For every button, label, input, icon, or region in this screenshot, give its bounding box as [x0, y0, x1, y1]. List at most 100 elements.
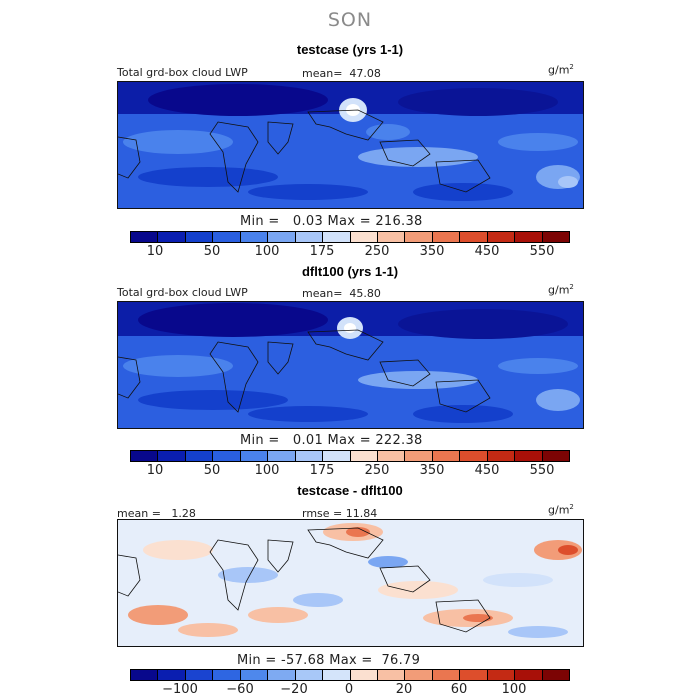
- panel-2-tick-label: 550: [529, 463, 555, 478]
- panel-2-tick-label: 350: [419, 463, 445, 478]
- panel-1-colorbar-swatch: [213, 232, 241, 242]
- panel-1-mean-label: mean=: [302, 67, 343, 80]
- panel-3-min-value: -57.68: [281, 653, 325, 668]
- panel-2-tick-label: 175: [309, 463, 335, 478]
- panel-2-colorbar-swatch: [158, 451, 186, 461]
- panel-2-tick-label: 450: [474, 463, 500, 478]
- panel-2-colorbar-swatch: [377, 451, 406, 461]
- panel-3-rmse: rmse = 11.84: [302, 507, 377, 520]
- panel-3-tick-label: −100: [162, 682, 198, 697]
- panel-3-colorbar-ticks: −100 −60 −20 0 20 60 100: [130, 682, 570, 698]
- panel-2-tick-label: 50: [203, 463, 221, 478]
- panel-2-mean-label: mean=: [302, 287, 343, 300]
- panel-3-rmse-value: 11.84: [345, 507, 378, 520]
- panel-1-colorbar-swatch: [323, 232, 351, 242]
- panel-1-title: testcase (yrs 1-1): [296, 42, 404, 57]
- panel-1-colorbar-swatch: [542, 232, 569, 242]
- panel-3-tick-label: 0: [344, 682, 354, 697]
- season-title: SON: [327, 9, 373, 31]
- panel-3-colorbar-swatch: [213, 670, 241, 680]
- panel-2-colorbar-swatch: [350, 451, 378, 461]
- panel-1-units-base: g/m: [548, 63, 570, 77]
- panel-3-colorbar-swatch: [295, 670, 324, 680]
- panel-3-tick-label: −20: [280, 682, 308, 697]
- panel-2-colorbar-swatch: [515, 451, 543, 461]
- panel-1-colorbar-swatch: [377, 232, 406, 242]
- panel-1-min-value: 0.03: [292, 214, 324, 229]
- panel-3-tick-label: 20: [395, 682, 413, 697]
- panel-2-colorbar-swatch: [268, 451, 296, 461]
- panel-3-rmse-label: rmse =: [302, 507, 343, 520]
- panel-1-tick-label: 50: [203, 244, 221, 259]
- panel-2-variable-label: Total grd-box cloud LWP: [117, 286, 248, 299]
- panel-3-colorbar-swatch: [515, 670, 543, 680]
- panel-3-units: g/m2: [548, 503, 574, 517]
- panel-1-colorbar-swatch: [405, 232, 433, 242]
- panel-3-colorbar-swatch: [268, 670, 296, 680]
- panel-2-units-base: g/m: [548, 283, 570, 297]
- panel-2-colorbar-ticks: 10 50 100 175 250 350 450 550: [130, 463, 570, 479]
- panel-3-tick-label: −60: [226, 682, 254, 697]
- panel-2-colorbar-swatch: [432, 451, 461, 461]
- panel-1-map: [117, 81, 584, 209]
- panel-2-mean: mean= 45.80: [302, 287, 381, 300]
- panel-2-colorbar-swatch: [405, 451, 433, 461]
- panel-3-max-label: Max =: [329, 653, 373, 668]
- panel-3-colorbar-swatch: [460, 670, 488, 680]
- panel-3-mean-value: 1.28: [171, 507, 196, 520]
- panel-1-colorbar: [130, 231, 570, 243]
- panel-1-tick-label: 10: [146, 244, 164, 259]
- panel-2-title: dflt100 (yrs 1-1): [301, 264, 399, 279]
- panel-3-colorbar-swatch: [240, 670, 269, 680]
- panel-1-colorbar-swatch: [432, 232, 461, 242]
- panel-3-colorbar-swatch: [542, 670, 569, 680]
- panel-1-colorbar-swatch: [240, 232, 269, 242]
- panel-2-tick-label: 100: [254, 463, 280, 478]
- panel-3-colorbar: [130, 669, 570, 681]
- panel-1-mean-value: 47.08: [349, 67, 381, 80]
- panel-2-tick-label: 250: [364, 463, 390, 478]
- panel-2-colorbar-swatch: [213, 451, 241, 461]
- panel-2-colorbar-swatch: [185, 451, 214, 461]
- panel-2-tick-label: 10: [146, 463, 164, 478]
- panel-3-units-base: g/m: [548, 503, 570, 517]
- panel-1-colorbar-swatch: [158, 232, 186, 242]
- panel-3-colorbar-swatch: [158, 670, 186, 680]
- panel-1-tick-label: 250: [364, 244, 390, 259]
- panel-2-mean-value: 45.80: [349, 287, 381, 300]
- panel-1-colorbar-swatch: [131, 232, 159, 242]
- panel-3-colorbar-swatch: [432, 670, 461, 680]
- panel-1-mean: mean= 47.08: [302, 67, 381, 80]
- panel-1-min-label: Min =: [240, 214, 280, 229]
- panel-2-minmax: Min = 0.01 Max = 222.38: [240, 433, 423, 448]
- panel-1-max-value: 216.38: [375, 214, 423, 229]
- panel-3-colorbar-swatch: [131, 670, 159, 680]
- panel-2-units: g/m2: [548, 283, 574, 297]
- panel-2-map: [117, 301, 584, 429]
- panel-2-colorbar-swatch: [131, 451, 159, 461]
- panel-3-title: testcase - dflt100: [297, 483, 403, 498]
- panel-3-max-value: 76.79: [381, 653, 421, 668]
- panel-2-max-label: Max =: [327, 433, 371, 448]
- panel-1-colorbar-swatch: [487, 232, 516, 242]
- panel-1-colorbar-swatch: [295, 232, 324, 242]
- panel-2-max-value: 222.38: [375, 433, 423, 448]
- panel-2-units-exp: 2: [569, 283, 574, 291]
- panel-2-min-value: 0.01: [292, 433, 324, 448]
- panel-1-tick-label: 100: [254, 244, 280, 259]
- panel-1-colorbar-swatch: [515, 232, 543, 242]
- panel-3-colorbar-swatch: [377, 670, 406, 680]
- panel-1-tick-label: 175: [309, 244, 335, 259]
- panel-3-min-label: Min =: [237, 653, 277, 668]
- panel-2-colorbar-swatch: [542, 451, 569, 461]
- panel-1-tick-label: 450: [474, 244, 500, 259]
- panel-1-colorbar-swatch: [350, 232, 378, 242]
- panel-1-colorbar-swatch: [185, 232, 214, 242]
- panel-1-colorbar-swatch: [268, 232, 296, 242]
- panel-3-colorbar-swatch: [350, 670, 378, 680]
- panel-1-tick-label: 550: [529, 244, 555, 259]
- panel-3-tick-label: 100: [501, 682, 527, 697]
- panel-3-map: [117, 519, 584, 647]
- panel-1-colorbar-swatch: [460, 232, 488, 242]
- panel-3-colorbar-swatch: [323, 670, 351, 680]
